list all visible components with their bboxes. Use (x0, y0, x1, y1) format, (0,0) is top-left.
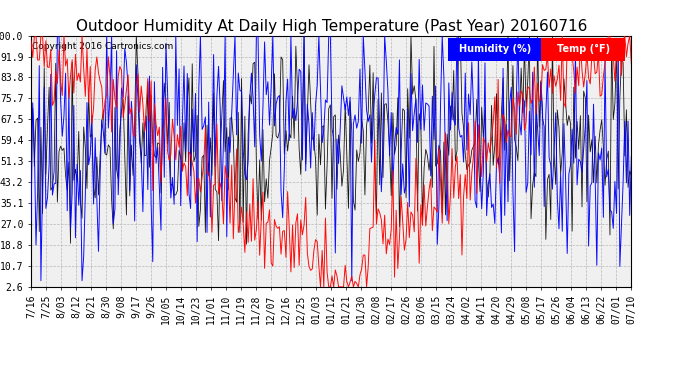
Text: Humidity (%): Humidity (%) (459, 45, 531, 54)
Title: Outdoor Humidity At Daily High Temperature (Past Year) 20160716: Outdoor Humidity At Daily High Temperatu… (75, 20, 587, 34)
Text: Temp (°F): Temp (°F) (557, 44, 610, 54)
Bar (448, 38, 542, 61)
Text: Copyright 2016 Cartronics.com: Copyright 2016 Cartronics.com (32, 42, 173, 51)
Bar (542, 38, 625, 61)
